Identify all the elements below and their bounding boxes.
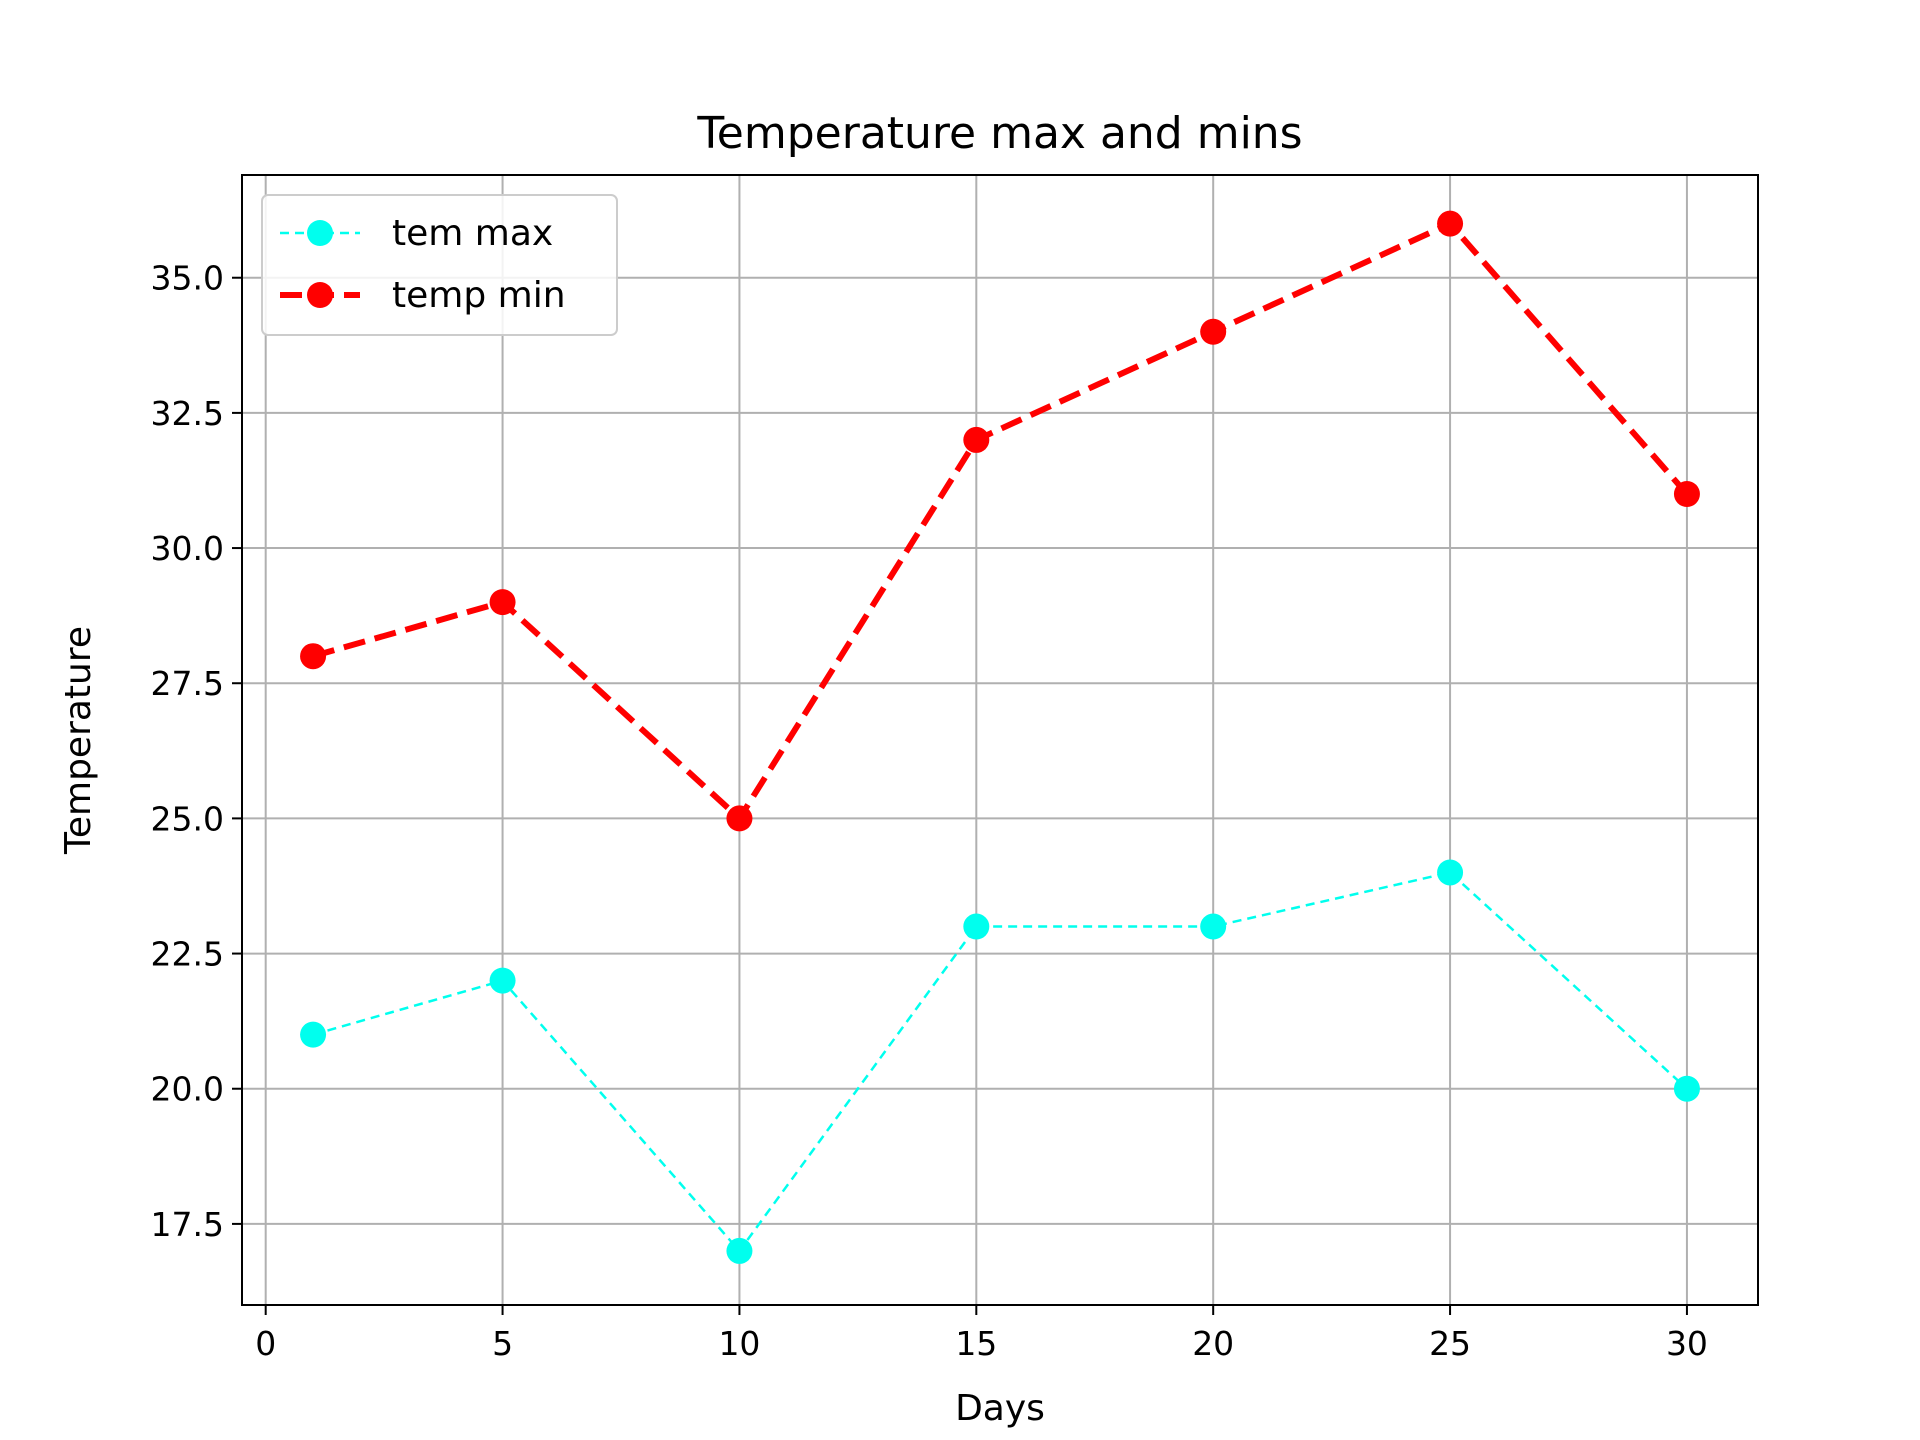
data-point (300, 643, 327, 670)
legend-label: temp min (392, 275, 566, 316)
legend: tem max temp min (261, 194, 618, 336)
legend-box (261, 194, 618, 336)
y-axis-label: Temperature (58, 626, 99, 855)
legend-swatch-marker (307, 220, 333, 246)
data-point (300, 1021, 327, 1048)
x-tick-label: 5 (492, 1324, 513, 1363)
data-point (963, 913, 990, 940)
plot-frame (241, 174, 1759, 1306)
data-point (489, 967, 516, 994)
legend-label: tem max (392, 213, 553, 254)
data-point (726, 1237, 753, 1264)
x-tick-label: 10 (718, 1324, 760, 1363)
y-tick-label: 20.0 (151, 1070, 224, 1109)
x-tick-label: 15 (955, 1324, 997, 1363)
x-tick-label: 0 (255, 1324, 276, 1363)
series-layer (300, 210, 1700, 1264)
data-point (1437, 859, 1464, 886)
data-point (963, 426, 990, 453)
y-tick-label: 27.5 (151, 664, 224, 703)
data-point (1437, 210, 1464, 237)
x-tick-label: 30 (1666, 1324, 1708, 1363)
y-tick-label: 32.5 (151, 394, 224, 433)
data-point (1673, 1075, 1700, 1102)
grid-lines (242, 175, 1758, 1305)
x-tick-label: 25 (1429, 1324, 1471, 1363)
x-tick-label: 20 (1192, 1324, 1234, 1363)
data-point (1200, 913, 1227, 940)
x-axis-label: Days (955, 1388, 1045, 1429)
y-tick-label: 25.0 (151, 799, 224, 838)
chart-title: Temperature max and mins (696, 108, 1302, 159)
data-point (1200, 318, 1227, 345)
y-tick-label: 30.0 (151, 529, 224, 568)
data-point (1673, 480, 1700, 507)
y-tick-label: 35.0 (151, 259, 224, 298)
legend-swatch-marker (307, 282, 333, 308)
y-tick-label: 22.5 (151, 935, 224, 974)
y-tick-label: 17.5 (151, 1205, 224, 1244)
data-point (726, 805, 753, 832)
data-point (489, 589, 516, 616)
axis-ticks: 0 5 10 15 20 25 30 17.5 20.0 22.5 25.0 27.5 30.0 32.5… (151, 259, 1708, 1363)
